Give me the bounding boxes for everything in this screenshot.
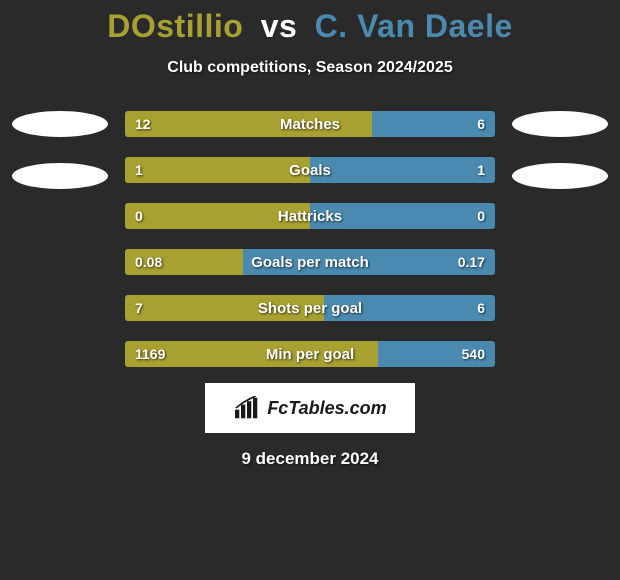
brand-logo: FcTables.com (205, 383, 415, 433)
player2-avatars (512, 111, 608, 189)
bar-segment-right (310, 157, 495, 183)
comparison-title: DOstillio vs C. Van Daele (0, 0, 620, 45)
player1-name: DOstillio (107, 8, 243, 44)
bar-segment-left (125, 249, 243, 275)
bar-row: Goals per match0.080.17 (125, 249, 495, 275)
bar-row: Shots per goal76 (125, 295, 495, 321)
bar-row: Min per goal1169540 (125, 341, 495, 367)
bar-row: Hattricks00 (125, 203, 495, 229)
player2-name: C. Van Daele (315, 8, 513, 44)
bar-segment-left (125, 157, 310, 183)
bar-segment-right (243, 249, 495, 275)
bar-segment-right (324, 295, 495, 321)
bar-segment-left (125, 203, 310, 229)
bar-rows-container: Matches126 Goals11 Hattricks00 Goals per ma… (125, 111, 495, 367)
avatar (512, 111, 608, 137)
avatar (12, 163, 108, 189)
bar-segment-right (310, 203, 495, 229)
subtitle: Club competitions, Season 2024/2025 (0, 59, 620, 77)
bar-segment-left (125, 341, 378, 367)
bar-segment-left (125, 111, 372, 137)
bar-row: Goals11 (125, 157, 495, 183)
avatar (512, 163, 608, 189)
bar-segment-right (378, 341, 495, 367)
bar-row: Matches126 (125, 111, 495, 137)
chart-icon (233, 396, 261, 420)
comparison-chart: Matches126 Goals11 Hattricks00 Goals per ma… (0, 111, 620, 367)
bar-segment-left (125, 295, 324, 321)
player1-avatars (12, 111, 108, 189)
brand-text: FcTables.com (267, 398, 386, 419)
vs-text: vs (261, 8, 298, 44)
footer-date: 9 december 2024 (0, 449, 620, 469)
avatar (12, 111, 108, 137)
bar-segment-right (372, 111, 495, 137)
